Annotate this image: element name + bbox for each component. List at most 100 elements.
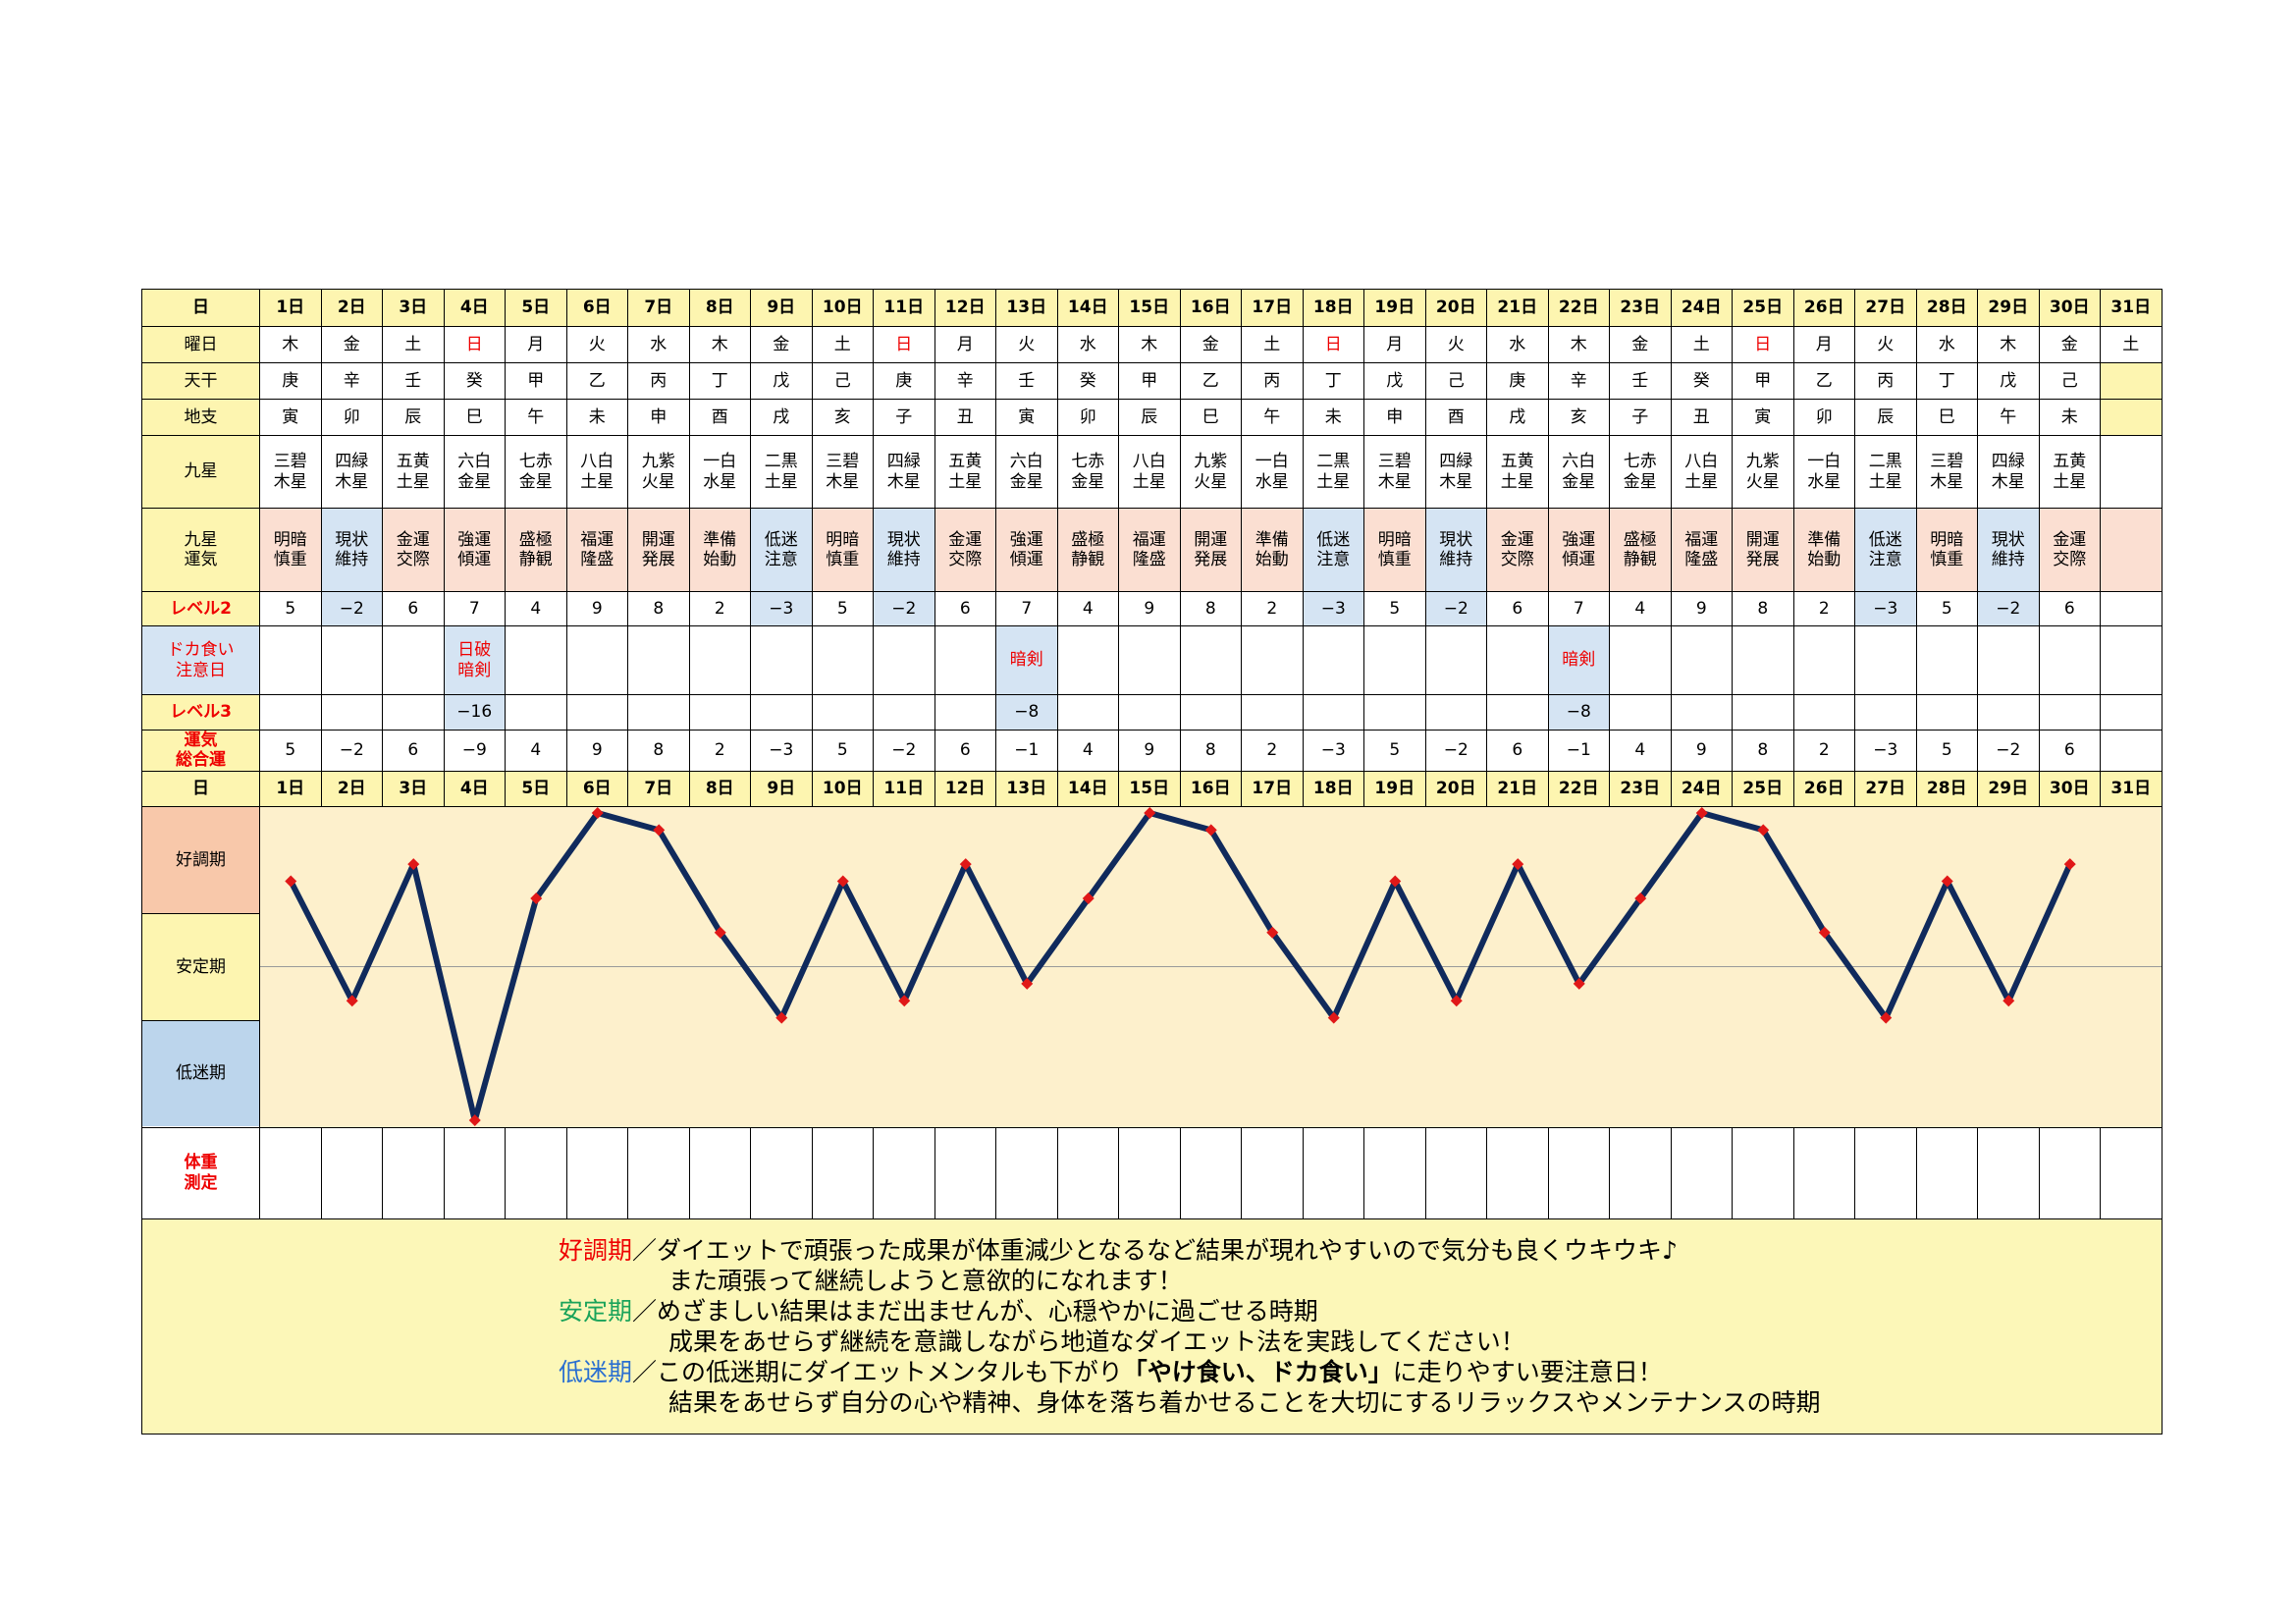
weigh-cell[interactable] [1363,1126,1426,1219]
total-cell: 9 [565,730,628,772]
weigh-cell[interactable] [565,1126,628,1219]
day2-label: 日 [141,770,260,807]
data-point-marker [591,807,604,820]
weekday-cell: 木 [259,326,322,363]
day-cell: 24日 [1670,289,1733,327]
weigh-cell[interactable] [2038,1126,2101,1219]
luck-cell: 福運 隆盛 [565,508,628,592]
weigh-cell[interactable] [443,1126,506,1219]
phase-label-column: 好調期 安定期 低迷期 [141,805,260,1128]
weigh-cell[interactable] [1732,1126,1794,1219]
kan-cell: 丁 [688,362,751,400]
level3-cell [1792,694,1855,731]
weigh-cell[interactable] [1977,1126,2040,1219]
day-cell: 12日 [934,289,996,327]
level3-cell [873,694,935,731]
weigh-cell[interactable] [1854,1126,1917,1219]
weigh-cell[interactable] [259,1126,322,1219]
luck-cell [2100,508,2163,592]
luck-cell: 準備 始動 [688,508,751,592]
level3-cell [1732,694,1794,731]
note-low-text2: 結果をあせらず自分の心や精神、身体を落ち着かせることを大切にするリラックスやメン… [668,1387,1821,1417]
note-stable-text: ／めざましい結果はまだ出ませんが、心穏やかに過ごせる時期 [632,1296,1318,1326]
luck-cell: 低迷 注意 [750,508,813,592]
weigh-cell[interactable] [1609,1126,1672,1219]
doka-cell [1854,625,1917,695]
fortune-line-chart [260,807,2162,1127]
kan-cell: 庚 [873,362,935,400]
weigh-cell[interactable] [995,1126,1058,1219]
weigh-cell[interactable] [1424,1126,1487,1219]
total-cell: 4 [1609,730,1672,772]
doka-cell [627,625,690,695]
kan-cell: 癸 [1670,362,1733,400]
doka-cell [1670,625,1733,695]
level2-cell: 6 [1486,591,1549,626]
day-row: 日 1日 2日 3日 4日 5日 6日 7日 8日 9日 10日 11日 12日 13日 14日 15日 16日… [141,289,2163,327]
luck-cell: 明暗 慎重 [811,508,874,592]
data-point-marker [836,875,849,888]
doka-cell [1241,625,1304,695]
weigh-cell[interactable] [750,1126,813,1219]
weigh-cell[interactable] [1302,1126,1364,1219]
doka-cell [1056,625,1119,695]
day2-cell: 29日 [1977,770,2040,807]
level3-cell [259,694,322,731]
shi-cell: 丑 [934,399,996,436]
day2-cell: 10日 [811,770,874,807]
shi-cell: 戌 [750,399,813,436]
total-cell: −2 [320,730,383,772]
doka-cell: 暗剣 [995,625,1058,695]
doka-cell [2100,625,2163,695]
kan-cell: 癸 [1056,362,1119,400]
weigh-cell[interactable] [688,1126,751,1219]
total-cell: −3 [750,730,813,772]
level2-cell: 5 [811,591,874,626]
weigh-cell[interactable] [1486,1126,1549,1219]
kan-cell: 壬 [1609,362,1672,400]
weigh-cell[interactable] [1179,1126,1242,1219]
star-cell [2100,435,2163,509]
star-cell: 七赤 金星 [505,435,567,509]
kan-row: 天干庚辛壬癸甲乙丙丁戊己庚辛壬癸甲乙丙丁戊己庚辛壬癸甲乙丙丁戊己 [141,362,2163,400]
weekday-cell: 木 [1547,326,1610,363]
weigh-cell[interactable] [382,1126,445,1219]
total-cell: −2 [873,730,935,772]
weigh-cell[interactable] [320,1126,383,1219]
day2-cell: 9日 [750,770,813,807]
weigh-cell[interactable] [811,1126,874,1219]
weigh-cell[interactable] [1670,1126,1733,1219]
weigh-cell[interactable] [934,1126,996,1219]
shi-cell: 申 [1363,399,1426,436]
weekday-row: 曜日木金土日月火水木金土日月火水木金土日月火水木金土日月火水木金土 [141,326,2163,363]
day-cell: 1日 [259,289,322,327]
data-point-marker [1144,807,1156,820]
weigh-cell[interactable] [1241,1126,1304,1219]
total-cell: 6 [2038,730,2101,772]
shi-cell: 辰 [1854,399,1917,436]
total-cell: −3 [1302,730,1364,772]
luck-cell: 盛極 静観 [505,508,567,592]
weigh-cell[interactable] [627,1126,690,1219]
weigh-cell[interactable] [1547,1126,1610,1219]
legend-notes: 好調期／ダイエットで頑張った成果が体重減少となるなど結果が現れやすいので気分も良… [141,1218,2163,1435]
weigh-cell[interactable] [873,1126,935,1219]
level2-cell: −3 [1302,591,1364,626]
weekday-cell: 土 [1241,326,1304,363]
weekday-cell: 土 [2100,326,2163,363]
star-cell: 九紫 火星 [1179,435,1242,509]
total-label: 運気 総合運 [141,730,260,772]
day-cell: 16日 [1179,289,1242,327]
weigh-cell[interactable] [505,1126,567,1219]
note-stable-text2: 成果をあせらず継続を意識しながら地道なダイエット法を実践してください！ [668,1326,1525,1356]
weigh-cell[interactable] [1118,1126,1181,1219]
weigh-cell[interactable] [2100,1126,2163,1219]
weigh-cell[interactable] [1056,1126,1119,1219]
kan-cell: 己 [1424,362,1487,400]
weigh-cell[interactable] [1915,1126,1978,1219]
luck-cell: 明暗 慎重 [1363,508,1426,592]
shi-cell: 子 [873,399,935,436]
luck-cell: 強運 傾運 [1547,508,1610,592]
weigh-cell[interactable] [1792,1126,1855,1219]
kan-cell: 丙 [1854,362,1917,400]
